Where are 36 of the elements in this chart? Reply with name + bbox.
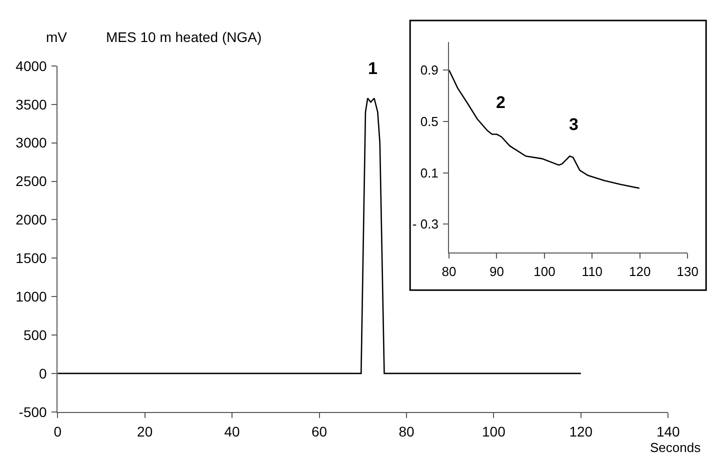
y-tick-label: 0.9 bbox=[420, 62, 438, 78]
x-tick-label: 120 bbox=[569, 424, 593, 440]
x-tick-label: 80 bbox=[442, 264, 456, 280]
annotation: 2 bbox=[496, 93, 506, 112]
x-tick-label: 40 bbox=[224, 424, 240, 440]
x-tick-label: 100 bbox=[482, 424, 506, 440]
y-axis-title: mV bbox=[46, 29, 68, 45]
x-tick-label: 20 bbox=[137, 424, 153, 440]
y-tick-label: 2000 bbox=[16, 212, 48, 228]
y-tick-label: 1000 bbox=[16, 288, 48, 304]
y-tick-label: 3000 bbox=[16, 134, 48, 151]
x-tick-label: 140 bbox=[656, 424, 680, 440]
x-tick-label: 130 bbox=[676, 264, 698, 280]
line-series bbox=[449, 69, 640, 189]
chart-title: MES 10 m heated (NGA) bbox=[106, 29, 262, 45]
x-tick-label: 110 bbox=[582, 264, 603, 280]
x-axis-title: Seconds bbox=[650, 440, 702, 455]
y-tick-label: 4000 bbox=[16, 58, 48, 74]
line-series bbox=[58, 98, 582, 374]
x-tick-label: 120 bbox=[629, 264, 651, 280]
annotation: 3 bbox=[569, 115, 578, 134]
y-tick-label: 0 bbox=[39, 365, 48, 382]
annotation: 1 bbox=[368, 59, 378, 78]
y-tick-label: - 0.3 bbox=[412, 216, 438, 232]
x-tick-label: 80 bbox=[398, 424, 414, 440]
y-tick-label: 2500 bbox=[16, 173, 48, 190]
x-tick-label: 60 bbox=[311, 424, 328, 440]
x-tick-label: 90 bbox=[490, 264, 504, 280]
x-tick-label: 100 bbox=[534, 264, 556, 280]
y-tick-label: 3500 bbox=[16, 96, 48, 112]
y-tick-label: 0.1 bbox=[420, 165, 438, 180]
y-tick-label: -500 bbox=[18, 404, 48, 420]
y-tick-label: 1500 bbox=[16, 250, 48, 266]
y-tick-label: 0.5 bbox=[420, 114, 438, 129]
x-tick-label: 0 bbox=[54, 424, 62, 440]
y-tick-label: 500 bbox=[23, 326, 48, 343]
